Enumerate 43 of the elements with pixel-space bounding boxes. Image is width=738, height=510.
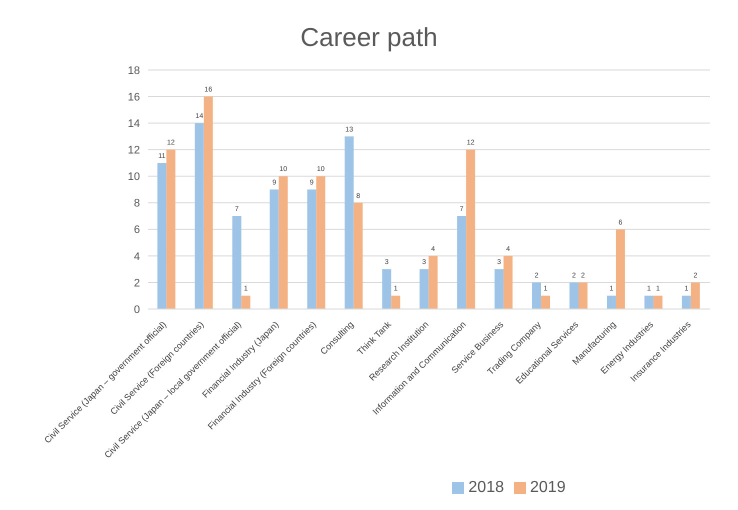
bar (157, 162, 166, 309)
bar (382, 269, 392, 309)
legend-label: 2018 (468, 479, 504, 496)
bar (578, 282, 588, 309)
bar (270, 190, 279, 309)
bar (391, 296, 400, 309)
bar (606, 296, 616, 309)
bar (278, 176, 288, 309)
bar (428, 256, 438, 309)
y-tick-label: 18 (128, 64, 140, 77)
bar (420, 269, 429, 309)
bar (204, 96, 213, 309)
y-tick-label: 6 (134, 224, 140, 236)
bar (194, 123, 204, 309)
bar (316, 176, 326, 309)
y-tick-label: 10 (128, 171, 140, 184)
bar (504, 256, 513, 309)
y-tick-label: 12 (128, 144, 140, 157)
bar (166, 150, 176, 309)
legend-label: 2019 (530, 479, 566, 496)
bar (232, 216, 242, 309)
y-tick-label: 14 (128, 118, 140, 130)
chart-title: Career path (299, 21, 439, 54)
bar (541, 296, 550, 309)
bar (690, 282, 700, 309)
bar (466, 150, 476, 309)
bar (494, 269, 504, 309)
bar (457, 216, 466, 309)
bar (344, 136, 354, 309)
bar (682, 296, 691, 309)
y-tick-label: 0 (134, 304, 140, 316)
y-tick-label: 2 (134, 277, 140, 290)
bar (570, 282, 578, 309)
y-tick-label: 4 (134, 250, 140, 263)
bar (532, 282, 542, 309)
y-tick-label: 16 (128, 91, 140, 104)
bar (241, 296, 250, 309)
bar (307, 190, 316, 309)
bar (616, 229, 625, 309)
y-tick-label: 8 (134, 198, 140, 210)
bar (653, 296, 662, 309)
bar (354, 202, 363, 309)
bar (644, 296, 654, 309)
